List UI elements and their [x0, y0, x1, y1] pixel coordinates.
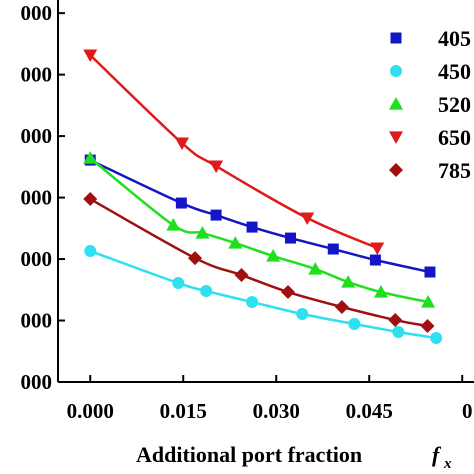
x-tick-label: 0.000	[67, 399, 114, 423]
x-tick-label: 0.030	[253, 399, 300, 423]
marker-circle	[392, 326, 405, 339]
legend-label: 785	[438, 158, 471, 183]
marker-square	[210, 209, 222, 221]
marker-circle	[246, 296, 259, 309]
marker-circle	[84, 245, 97, 258]
marker-circle	[296, 308, 309, 321]
legend-marker	[389, 97, 403, 110]
marker-circle	[172, 277, 185, 290]
marker-square	[246, 221, 258, 233]
y-tick-label: 000	[21, 309, 53, 333]
marker-triangle-up	[341, 275, 356, 288]
marker-triangle-up	[83, 151, 98, 164]
marker-square	[284, 232, 296, 244]
x-axis-label: Additional port fraction	[136, 442, 362, 467]
marker-circle	[200, 285, 213, 298]
marker-diamond	[334, 300, 349, 314]
x-tick-label: 0	[462, 399, 473, 423]
x-tick-label: 0.015	[160, 399, 207, 423]
legend-label: 450	[438, 59, 471, 84]
x-tick-label: 0.045	[346, 399, 393, 423]
marker-triangle-up	[228, 236, 243, 249]
marker-square	[424, 266, 436, 278]
y-tick-label: 000	[21, 247, 53, 271]
marker-triangle-down	[83, 49, 98, 63]
legend-marker	[389, 131, 403, 144]
marker-circle	[430, 332, 443, 345]
marker-triangle-up	[195, 226, 210, 239]
marker-diamond	[83, 192, 98, 207]
marker-triangle-up	[266, 249, 281, 262]
legend-label: 520	[438, 92, 471, 117]
legend-label: 650	[438, 125, 471, 150]
marker-triangle-down	[300, 212, 315, 226]
marker-triangle-up	[421, 295, 436, 308]
legend-marker	[389, 163, 403, 177]
legend-marker	[390, 65, 402, 77]
y-tick-label: 000	[21, 63, 53, 87]
marker-diamond	[234, 268, 249, 283]
x-axis-label-variable: f	[432, 442, 442, 467]
marker-triangle-down	[174, 137, 189, 151]
marker-triangle-up	[166, 218, 181, 231]
marker-diamond	[420, 318, 435, 333]
fit-curve	[89, 54, 378, 250]
marker-diamond	[281, 285, 296, 300]
marker-circle	[348, 318, 361, 331]
marker-triangle-down	[209, 160, 224, 174]
marker-diamond	[188, 251, 203, 266]
y-tick-label: 000	[21, 1, 53, 25]
marker-square	[175, 197, 187, 209]
legend-marker	[390, 32, 402, 44]
marker-square	[327, 243, 339, 255]
y-tick-label: 000	[21, 124, 53, 148]
y-tick-label: 000	[21, 186, 53, 210]
legend-label: 405	[438, 26, 471, 51]
x-axis-label-subscript: x	[443, 456, 452, 472]
y-tick-label: 000	[21, 370, 53, 394]
marker-triangle-up	[374, 285, 389, 298]
marker-triangle-up	[308, 262, 323, 275]
marker-triangle-down	[370, 242, 385, 256]
marker-diamond	[388, 313, 403, 328]
marker-square	[369, 254, 381, 266]
